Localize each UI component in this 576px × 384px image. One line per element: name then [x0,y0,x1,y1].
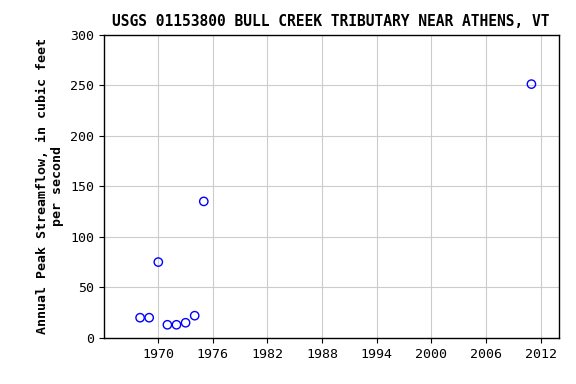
Y-axis label: Annual Peak Streamflow, in cubic feet
per second: Annual Peak Streamflow, in cubic feet pe… [36,38,65,334]
Point [154,259,163,265]
Title: USGS 01153800 BULL CREEK TRIBUTARY NEAR ATHENS, VT: USGS 01153800 BULL CREEK TRIBUTARY NEAR … [112,14,550,29]
Point [190,313,199,319]
Point [181,319,190,326]
Point [199,199,209,205]
Point [145,314,154,321]
Point [163,322,172,328]
Point [527,81,536,87]
Point [172,322,181,328]
Point [135,314,145,321]
